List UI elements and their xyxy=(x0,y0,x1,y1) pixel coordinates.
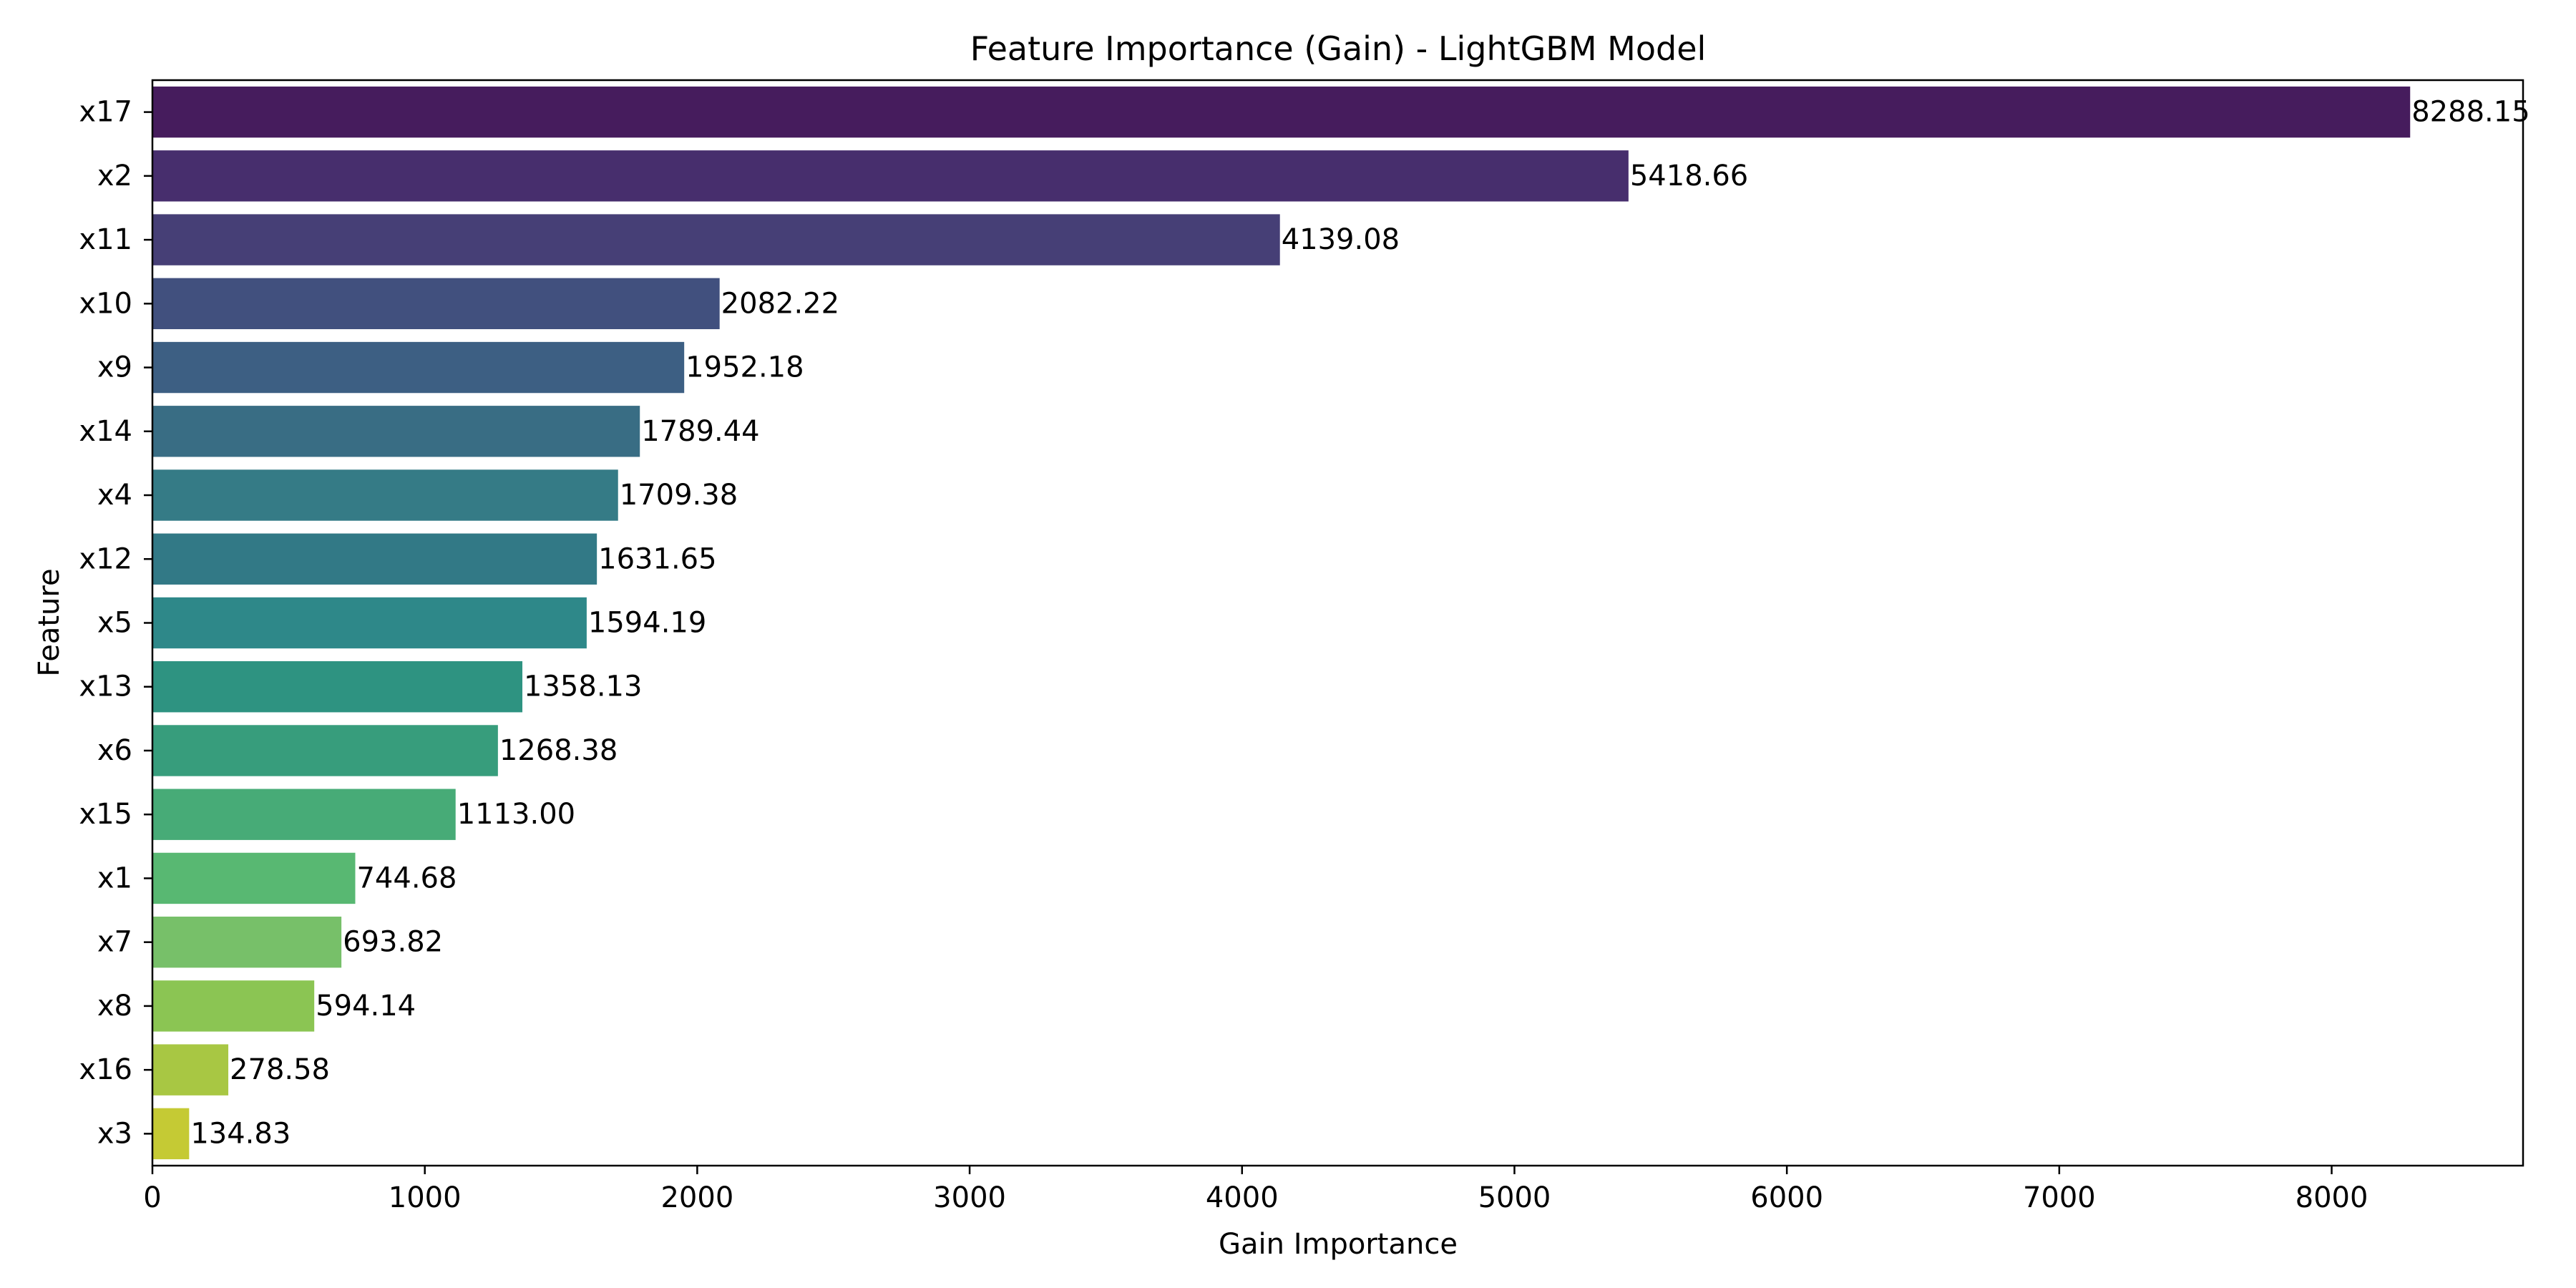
bar-x1 xyxy=(152,852,356,904)
bar-x5 xyxy=(152,597,587,649)
data-label-x12: 1631.65 xyxy=(598,542,716,575)
bar-x7 xyxy=(152,916,342,968)
y-tick-label-x16: x16 xyxy=(79,1053,132,1086)
y-tick-label-x4: x4 xyxy=(97,479,132,512)
x-tick-label-1000: 1000 xyxy=(389,1181,462,1214)
data-label-x15: 1113.00 xyxy=(457,798,575,831)
data-label-x11: 4139.08 xyxy=(1282,223,1400,256)
y-tick-label-x14: x14 xyxy=(79,415,132,448)
x-tick-label-2000: 2000 xyxy=(660,1181,733,1214)
x-tick-label-6000: 6000 xyxy=(1750,1181,1823,1214)
y-tick-label-x13: x13 xyxy=(79,670,132,703)
bar-x4 xyxy=(152,469,618,521)
y-tick-label-x3: x3 xyxy=(97,1117,132,1150)
data-label-x1: 744.68 xyxy=(356,862,457,894)
x-tick-label-4000: 4000 xyxy=(1206,1181,1279,1214)
y-tick-label-x17: x17 xyxy=(79,96,132,129)
y-tick-label-x8: x8 xyxy=(97,990,132,1023)
bar-x6 xyxy=(152,725,498,776)
plot-frame xyxy=(151,79,2524,1167)
y-tick-label-x6: x6 xyxy=(97,734,132,767)
x-tick-label-0: 0 xyxy=(143,1181,161,1214)
bar-x3 xyxy=(152,1108,190,1160)
bar-x10 xyxy=(152,278,720,330)
data-label-x9: 1952.18 xyxy=(686,351,804,384)
y-tick-label-x7: x7 xyxy=(97,926,132,959)
data-label-x5: 1594.19 xyxy=(588,607,706,640)
bar-x13 xyxy=(152,661,523,713)
bar-x15 xyxy=(152,789,456,840)
data-label-x7: 693.82 xyxy=(343,926,443,959)
data-label-x8: 594.14 xyxy=(316,990,416,1023)
y-tick-label-x2: x2 xyxy=(97,160,132,192)
x-axis-ticks: 0 1000 2000 3000 4000 5000 6000 7000 8000 xyxy=(143,1166,2368,1214)
x-tick-label-5000: 5000 xyxy=(1478,1181,1551,1214)
data-label-x6: 1268.38 xyxy=(499,734,618,767)
data-labels-layer: 8288.15 5418.66 4139.08 2082.22 1952.18 1789.… xyxy=(190,96,2529,1151)
data-label-x3: 134.83 xyxy=(190,1117,291,1150)
bar-x17 xyxy=(152,86,2411,138)
data-label-x16: 278.58 xyxy=(230,1053,330,1086)
y-tick-label-x10: x10 xyxy=(79,287,132,320)
y-tick-label-x11: x11 xyxy=(79,223,132,256)
bars-layer xyxy=(152,86,2411,1160)
x-tick-label-7000: 7000 xyxy=(2023,1181,2096,1214)
chart-title: Feature Importance (Gain) - LightGBM Mod… xyxy=(970,29,1707,68)
data-label-x2: 5418.66 xyxy=(1630,160,1748,192)
bar-x11 xyxy=(152,214,1280,265)
bar-x14 xyxy=(152,406,640,457)
data-label-x14: 1789.44 xyxy=(641,415,759,448)
y-tick-label-x9: x9 xyxy=(97,351,132,384)
bar-x2 xyxy=(152,150,1629,202)
data-label-x4: 1709.38 xyxy=(620,479,738,512)
y-tick-label-x1: x1 xyxy=(97,862,132,894)
bar-x8 xyxy=(152,980,315,1032)
y-axis-ticks: x17 x2 x11 x10 x9 x14 x4 x12 x5 x13 x6 x15 x1 x7 x8 x16… xyxy=(79,96,152,1150)
bar-x16 xyxy=(152,1044,229,1096)
y-tick-label-x12: x12 xyxy=(79,542,132,575)
y-tick-label-x15: x15 xyxy=(79,798,132,831)
y-axis-label: Feature xyxy=(33,568,66,676)
x-tick-label-3000: 3000 xyxy=(933,1181,1006,1214)
x-tick-label-8000: 8000 xyxy=(2296,1181,2368,1214)
data-label-x10: 2082.22 xyxy=(721,287,839,320)
data-label-x13: 1358.13 xyxy=(524,670,642,703)
x-axis-label: Gain Importance xyxy=(1219,1228,1458,1261)
y-tick-label-x5: x5 xyxy=(97,607,132,640)
data-label-x17: 8288.15 xyxy=(2411,96,2529,129)
bar-x9 xyxy=(152,341,685,394)
bar-x12 xyxy=(152,533,597,585)
